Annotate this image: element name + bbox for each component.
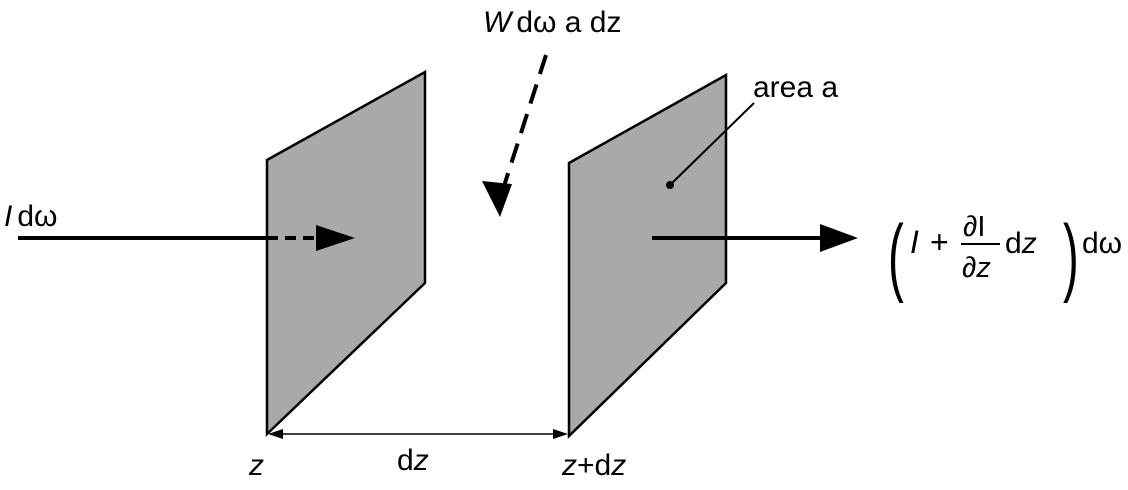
- incoming-beam-arrowhead: [316, 225, 355, 251]
- source-arrow-dashed: [502, 54, 548, 187]
- z-left-label: z: [248, 449, 264, 482]
- area-label: area a: [753, 71, 838, 104]
- dz-label: dz: [397, 444, 429, 477]
- area-pointer-dot: [666, 181, 674, 189]
- dz-arrowhead-right: [553, 429, 568, 439]
- outgoing-beam-arrowhead: [820, 224, 858, 252]
- formula-plus: +: [930, 224, 949, 260]
- area-pointer-line: [669, 102, 755, 186]
- left-panel: [265, 69, 427, 437]
- formula-i: I: [910, 224, 919, 260]
- formula-denominator: ∂z: [962, 252, 991, 284]
- dz-arrowhead-left: [268, 429, 283, 439]
- outgoing-formula: ( I + ∂I ∂z dz ) dω: [888, 207, 1122, 304]
- right-panel: [567, 72, 728, 439]
- formula-dz: dz: [1005, 227, 1037, 260]
- formula-numerator: ∂I: [963, 211, 985, 243]
- formula-close-paren: ): [1063, 207, 1079, 304]
- formula-d-omega: dω: [1082, 227, 1122, 260]
- source-arrow-arrowhead: [482, 181, 512, 217]
- z-plus-dz-label: z+dz: [561, 449, 626, 482]
- formula-open-paren: (: [888, 207, 904, 304]
